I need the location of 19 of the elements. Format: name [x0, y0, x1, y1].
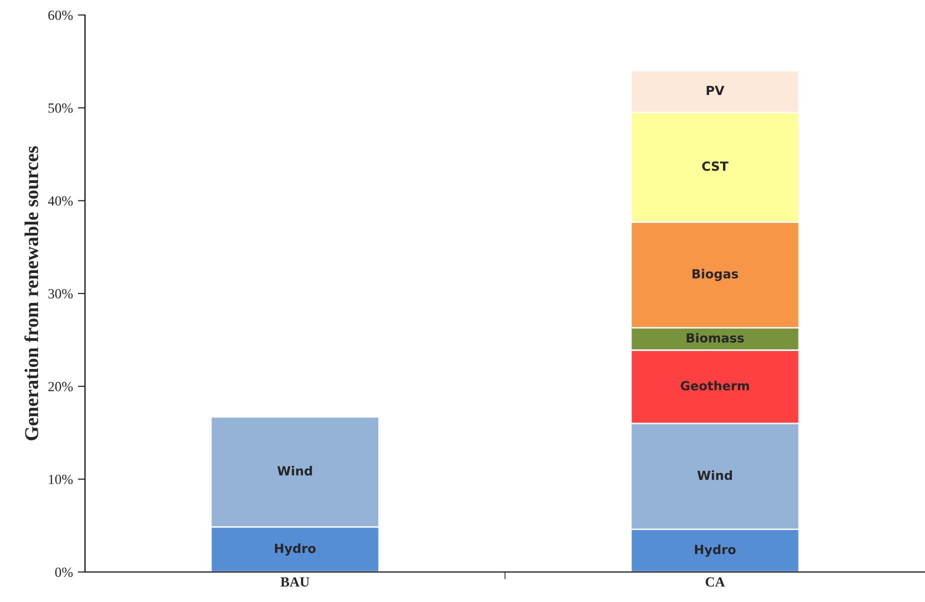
- series-label: CST: [702, 161, 728, 171]
- series-label: Hydro: [694, 544, 736, 557]
- y-tick-label: 20%: [48, 382, 73, 392]
- series-label: Biomass: [686, 332, 744, 343]
- text: Wind: [277, 466, 312, 476]
- series-label: Wind: [697, 470, 732, 480]
- y-tick-label: 40%: [48, 196, 73, 206]
- y-axis-title: Generation from renewable sources: [24, 146, 38, 440]
- text: Hydro: [274, 543, 316, 556]
- y-tick-label: 50%: [48, 103, 73, 113]
- series-label: PV: [706, 86, 724, 96]
- y-tick-label: 10%: [48, 474, 73, 484]
- y-tick-label: 30%: [48, 289, 73, 298]
- x-tick-label: CA: [706, 577, 725, 587]
- x-tick-label: BAU: [280, 577, 310, 587]
- y-tick-label: 0%: [55, 568, 73, 577]
- series-label: Biogas: [692, 268, 738, 282]
- series-label: Geotherm: [680, 380, 749, 390]
- y-tick-label: 60%: [48, 10, 73, 20]
